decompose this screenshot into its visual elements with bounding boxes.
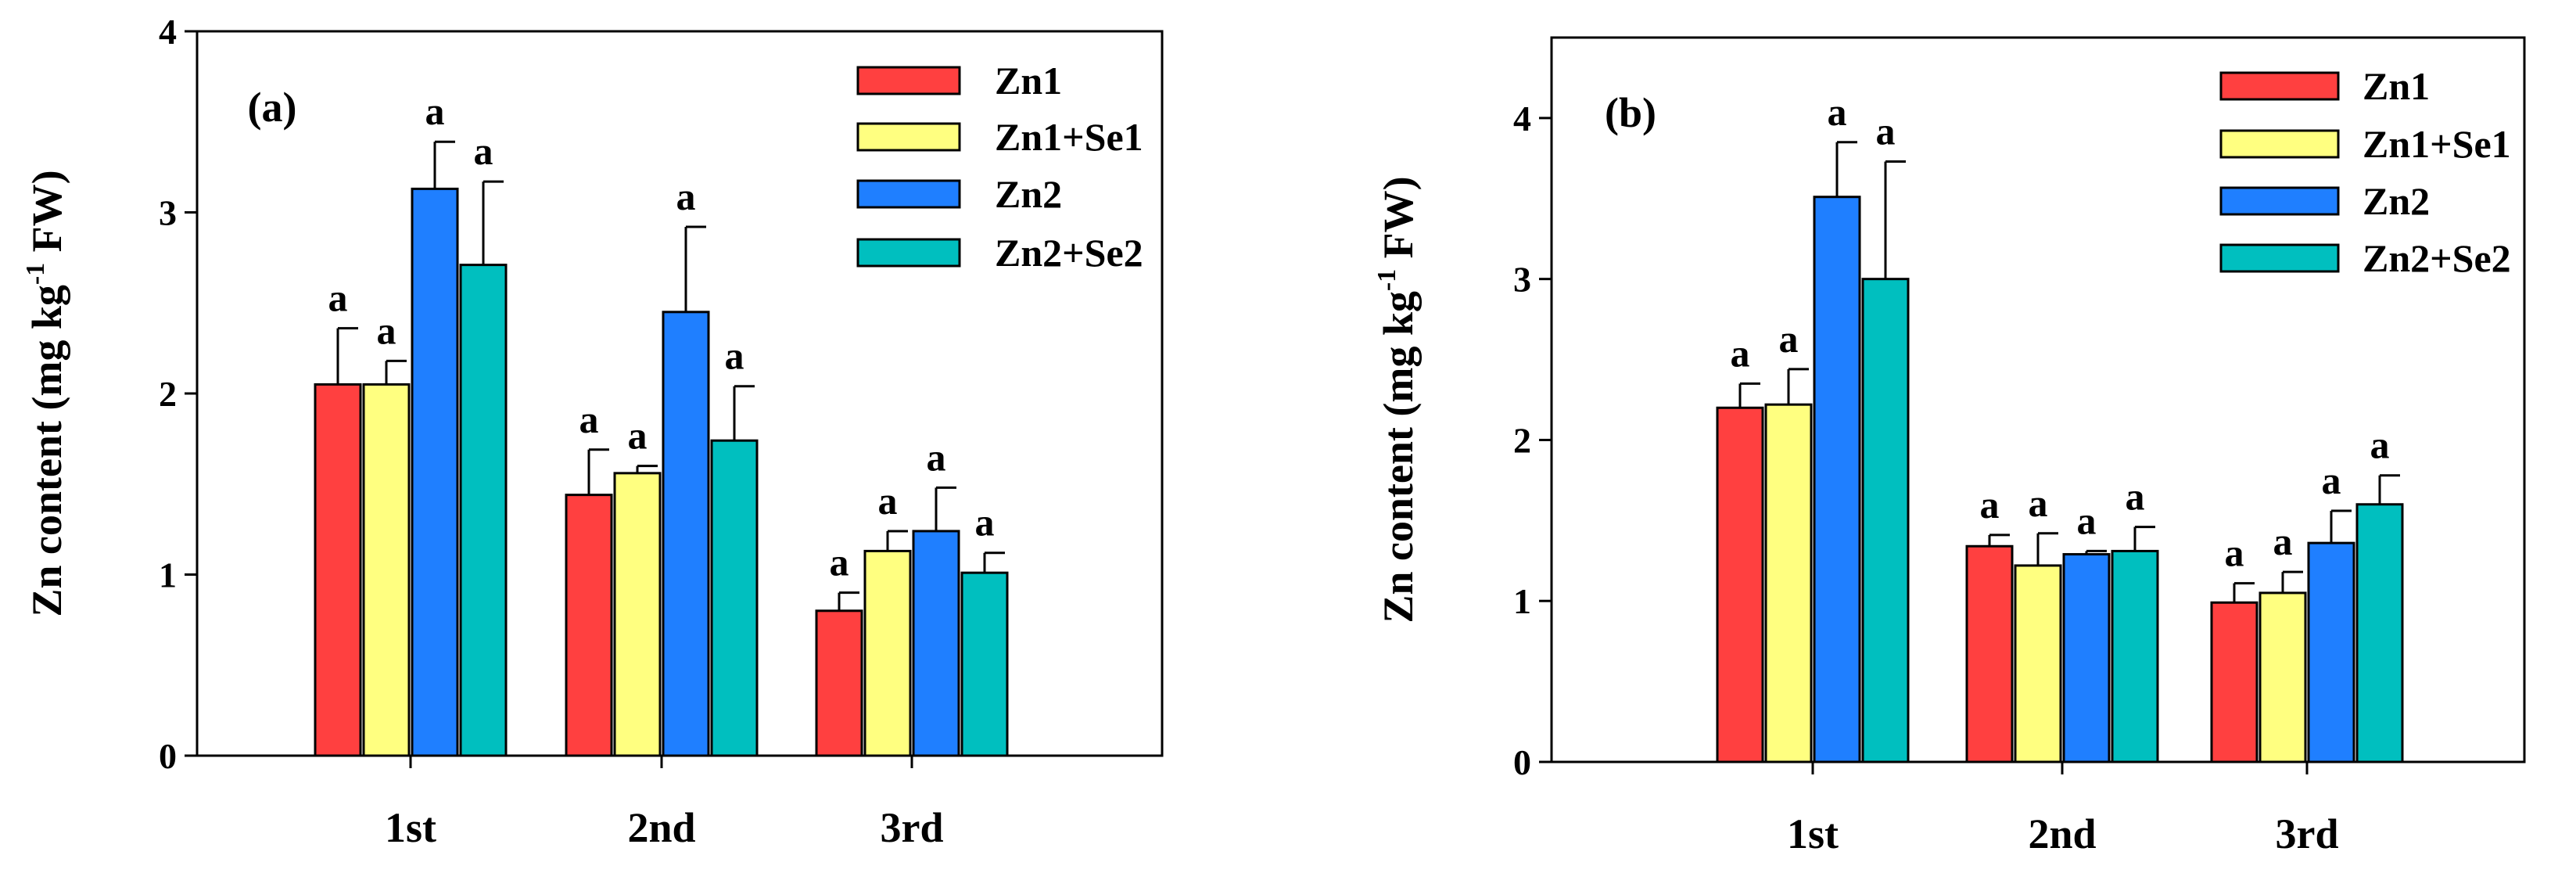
y-axis-label: Zn content (mg kg-1 FW) (21, 170, 70, 616)
significance-label: a (2273, 519, 2293, 563)
bar (960, 571, 1009, 757)
significance-label: a (725, 334, 744, 378)
bar (362, 383, 411, 757)
legend-label: Zn2+Se2 (2363, 236, 2511, 280)
legend-label: Zn2 (995, 172, 1062, 216)
bar (710, 439, 759, 757)
bar (2307, 541, 2355, 763)
y-tick-label: 0 (1513, 742, 1531, 782)
bar (411, 187, 459, 757)
significance-label: a (425, 89, 445, 133)
bar (912, 530, 960, 757)
bar (1764, 403, 1813, 763)
y-tick-label: 4 (1513, 99, 1531, 138)
y-tick-label: 3 (1513, 260, 1531, 300)
bar (1813, 196, 1861, 763)
bar (1861, 278, 1910, 763)
significance-label: a (579, 397, 599, 441)
significance-label: a (2370, 423, 2390, 467)
significance-label: a (1828, 90, 1847, 134)
bar (2111, 549, 2159, 763)
x-category-label: 3rd (881, 804, 944, 851)
legend-label: Zn1 (995, 59, 1062, 102)
bar (613, 472, 662, 757)
legend-swatch (856, 238, 961, 268)
legend-label: Zn2+Se2 (995, 231, 1143, 275)
y-tick-label: 3 (159, 193, 177, 233)
x-category-label: 2nd (627, 804, 695, 851)
significance-label: a (927, 435, 946, 479)
significance-label: a (628, 414, 648, 458)
bar (2258, 591, 2307, 763)
legend-label: Zn1+Se1 (2363, 122, 2511, 166)
significance-label: a (878, 479, 898, 523)
panel-label: (b) (1605, 89, 1656, 136)
significance-label: a (2029, 481, 2048, 525)
legend-swatch (2219, 71, 2340, 101)
legend-label: Zn2 (2363, 179, 2430, 223)
legend-swatch (856, 179, 961, 209)
significance-label: a (1876, 109, 1896, 153)
bar (1965, 544, 2014, 763)
legend-swatch (2219, 186, 2340, 216)
significance-label: a (975, 501, 995, 544)
bar (459, 264, 508, 757)
bar (1716, 406, 1764, 763)
significance-label: a (328, 276, 348, 320)
significance-label: a (2077, 498, 2097, 542)
bar (314, 383, 362, 757)
significance-label: a (377, 308, 396, 352)
bar (815, 609, 863, 757)
x-category-label: 1st (385, 804, 436, 851)
x-category-label: 1st (1787, 810, 1839, 857)
legend-swatch (856, 122, 961, 152)
significance-label: a (1980, 483, 2000, 526)
significance-label: a (2322, 458, 2341, 502)
significance-label: a (1731, 331, 1750, 375)
y-tick-label: 2 (1513, 420, 1531, 460)
panel-label: (a) (248, 84, 297, 131)
y-tick-label: 4 (159, 12, 177, 52)
x-category-label: 2nd (2028, 810, 2096, 857)
bar (863, 549, 912, 757)
bar (2062, 553, 2111, 763)
significance-label: a (1779, 317, 1799, 361)
legend-label: Zn1+Se1 (995, 115, 1143, 159)
y-tick-label: 1 (1513, 581, 1531, 621)
y-tick-label: 1 (159, 555, 177, 595)
y-tick-label: 2 (159, 374, 177, 414)
significance-label: a (830, 541, 849, 584)
bar (2014, 564, 2062, 763)
legend-swatch (856, 66, 961, 95)
bar (565, 494, 613, 757)
significance-label: a (676, 174, 696, 218)
y-axis-label: Zn content (mg kg-1 FW) (1372, 176, 1422, 623)
bar (662, 311, 710, 757)
legend-label: Zn1 (2363, 64, 2430, 108)
legend-swatch (2219, 243, 2340, 273)
legend-swatch (2219, 129, 2340, 159)
x-category-label: 3rd (2276, 810, 2339, 857)
bar (2355, 503, 2404, 763)
significance-label: a (474, 129, 493, 173)
significance-label: a (2225, 531, 2244, 575)
y-tick-label: 0 (159, 736, 177, 776)
bar (2210, 601, 2258, 763)
significance-label: a (2126, 475, 2145, 519)
